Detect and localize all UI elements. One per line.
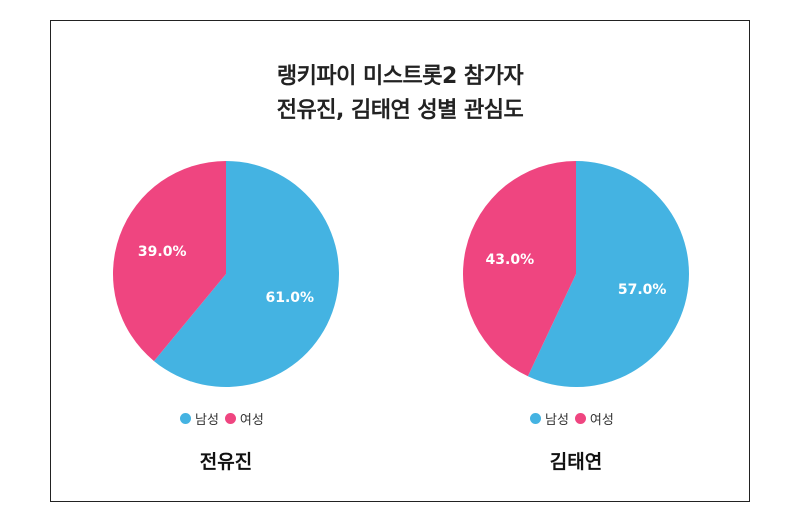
pie-slice-female: [463, 161, 576, 377]
legend-swatch-male: [180, 412, 191, 424]
legend-swatch-female: [224, 412, 236, 424]
legend-label-female: 여성: [239, 412, 264, 428]
pie-slice-female: [113, 161, 226, 362]
legend-swatch-female: [574, 412, 586, 424]
chart-title-line2: 전유진, 김태연 성별 관심도: [276, 98, 524, 123]
chart-title-line1: 랭키파이 미스트롯2 참가자: [276, 64, 524, 89]
legend-kimtaeyeon: 남성 여성: [530, 408, 620, 428]
chart-name-kimtaeyeon: 김태연: [549, 451, 603, 473]
legend-item-male: 남성: [180, 409, 219, 428]
pie-slice-male: [527, 161, 689, 387]
slice-label-male: 61.0%: [266, 290, 315, 306]
pie-chart-kimtaeyeon: 57.0% 43.0%: [463, 161, 689, 387]
slice-label-female: 39.0%: [138, 244, 187, 260]
legend-jeonyujin: 남성 여성: [180, 408, 270, 428]
chart-name-jeonyujin: 전유진: [199, 451, 253, 473]
legend-swatch-male: [530, 412, 541, 424]
pie-chart-jeonyujin: 61.0% 39.0%: [113, 161, 339, 387]
legend-item-male: 남성: [530, 409, 569, 428]
legend-label-male: 남성: [545, 412, 569, 428]
slice-label-female: 43.0%: [486, 252, 535, 268]
legend-item-female: 여성: [224, 409, 264, 428]
legend-label-male: 남성: [195, 412, 219, 428]
pie-slice-male: [153, 161, 339, 387]
legend-item-female: 여성: [574, 409, 614, 428]
slice-label-male: 57.0%: [618, 282, 667, 298]
legend-label-female: 여성: [589, 412, 614, 428]
